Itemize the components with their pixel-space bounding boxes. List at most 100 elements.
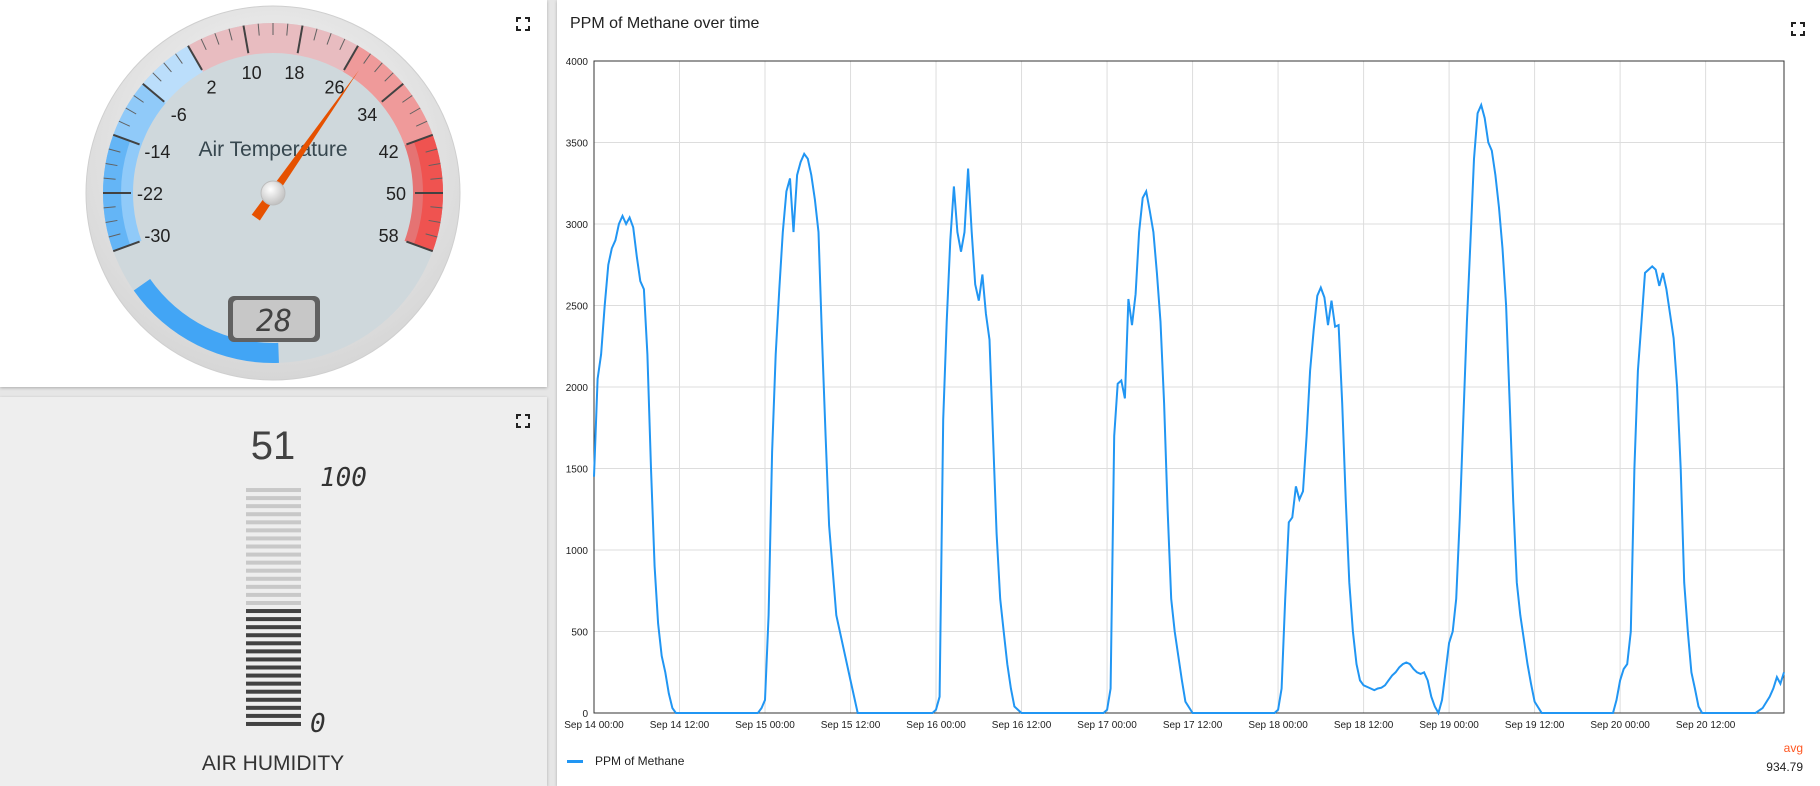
gauge-tick-label: 2 (206, 77, 216, 97)
gauge-major-tick (187, 45, 203, 71)
gauge-minor-tick (428, 219, 441, 224)
gauge-minor-tick (425, 233, 438, 238)
gauge-tick-label: 50 (386, 184, 406, 204)
gauge-major-tick (406, 133, 434, 146)
gauge-minor-tick (103, 206, 116, 209)
gauge-fullscreen-icon[interactable] (514, 15, 532, 33)
x-tick-label: Sep 18 00:00 (1248, 720, 1308, 731)
gauge-minor-tick (402, 95, 413, 103)
gauge-minor-tick (108, 233, 121, 238)
y-tick-label: 1500 (566, 465, 589, 476)
humidity-bar-gauge: 51 100 0 AIR HUMIDITY (202, 424, 367, 775)
chart-fullscreen-icon[interactable] (1789, 20, 1807, 38)
humidity-title: AIR HUMIDITY (202, 752, 344, 775)
legend-label: PPM of Methane (595, 754, 685, 768)
gauge-major-tick (242, 25, 250, 54)
gauge-major-tick (112, 240, 140, 253)
humidity-bar-empty (246, 496, 301, 501)
x-tick-label: Sep 14 00:00 (564, 720, 624, 731)
humidity-max-label: 100 (320, 463, 367, 493)
gauge-minor-tick (152, 72, 162, 82)
gauge-minor-tick (415, 120, 428, 127)
x-tick-label: Sep 16 12:00 (992, 720, 1052, 731)
humidity-bar-filled (246, 713, 301, 718)
chart-title: PPM of Methane over time (570, 15, 760, 32)
gauge-lcd-screen (233, 300, 315, 338)
gauge-minor-tick (200, 38, 207, 51)
gauge-minor-tick (326, 33, 332, 45)
gauge-lcd-value: 28 (256, 304, 292, 339)
humidity-bar-filled (246, 625, 301, 630)
gauge-minor-tick (133, 95, 144, 103)
chart-legend-item[interactable]: PPM of Methane (567, 754, 684, 768)
humidity-bar-filled (246, 609, 301, 614)
gauge-minor-tick (105, 162, 118, 167)
x-tick-label: Sep 19 00:00 (1419, 720, 1479, 731)
plot-area-border (593, 60, 1785, 714)
y-tick-label: 3000 (566, 220, 589, 231)
humidity-bar-empty (246, 552, 301, 557)
humidity-bar-empty (246, 576, 301, 581)
humidity-bar-filled (246, 617, 301, 622)
gauge-tick-label: 58 (379, 226, 399, 246)
humidity-bar-empty (246, 544, 301, 549)
gauge-minor-tick (108, 148, 121, 153)
y-tick-label: 4000 (566, 57, 589, 68)
humidity-level-bars (246, 488, 301, 726)
x-tick-label: Sep 16 00:00 (906, 720, 966, 731)
gauge-tick-label: -22 (137, 184, 163, 204)
methane-line-chart: 0 500 1000 1500 2000 2500 3000 3500 4000 Sep 14 … (564, 57, 1785, 731)
humidity-bar-empty (246, 536, 301, 541)
gauge-minor-tick (428, 162, 441, 167)
gauge-minor-tick (313, 28, 318, 41)
y-tick-label: 500 (571, 628, 588, 639)
y-tick-label: 3500 (566, 139, 589, 150)
chart-grid (593, 60, 1784, 714)
series-line-ppm-methane (593, 101, 1785, 716)
humidity-fullscreen-icon[interactable] (514, 412, 532, 430)
gauge-minor-tick (228, 28, 233, 41)
humidity-bar-empty (246, 520, 301, 525)
gauge-major-tick (296, 25, 304, 54)
gauge-minor-tick (214, 33, 220, 45)
temperature-gauge-card: -30 -22 -14 -6 2 10 18 26 34 42 50 58 Air Temperatu… (0, 0, 547, 387)
y-tick-label: 2500 (566, 302, 589, 313)
humidity-bar-filled (246, 673, 301, 678)
humidity-bar-filled (246, 657, 301, 662)
gauge-needle-cap (260, 180, 286, 206)
gauge-minor-tick (430, 206, 443, 209)
avg-label: avg (1783, 741, 1803, 755)
humidity-bar-empty (246, 600, 301, 605)
humidity-bar-filled (246, 681, 301, 686)
gauge-major-tick (142, 82, 165, 103)
x-tick-label: Sep 15 12:00 (821, 720, 881, 731)
humidity-bar-empty (246, 584, 301, 589)
gauge-tick-label: -14 (144, 142, 170, 162)
gauge-value-arc (133, 279, 279, 363)
humidity-bar-filled (246, 689, 301, 694)
humidity-bar-empty (246, 592, 301, 597)
gauge-tick-label: 34 (357, 105, 377, 125)
gauge-tick-label: -30 (144, 226, 170, 246)
avg-value: 934.79 (1766, 760, 1803, 774)
gauge-major-tick (343, 45, 359, 71)
gauge-minor-tick (163, 62, 172, 73)
legend-swatch (567, 759, 583, 763)
y-tick-label: 2000 (566, 383, 589, 394)
humidity-bar-empty (246, 568, 301, 573)
gauge-tick-label: 26 (324, 77, 344, 97)
gauge-minor-tick (425, 148, 438, 153)
y-tick-label: 0 (582, 709, 588, 720)
gauge-minor-tick (363, 53, 371, 64)
humidity-bar-filled (246, 641, 301, 646)
x-tick-label: Sep 20 00:00 (1590, 720, 1650, 731)
x-tick-label: Sep 20 12:00 (1676, 720, 1736, 731)
humidity-value: 51 (251, 424, 296, 468)
humidity-card: 51 100 0 AIR HUMIDITY (0, 397, 547, 786)
gauge-minor-tick (384, 72, 394, 82)
gauge-minor-tick (430, 177, 443, 180)
humidity-min-label: 0 (310, 709, 326, 739)
humidity-bar-filled (246, 705, 301, 710)
humidity-bar-filled (246, 649, 301, 654)
humidity-bar-empty (246, 528, 301, 533)
